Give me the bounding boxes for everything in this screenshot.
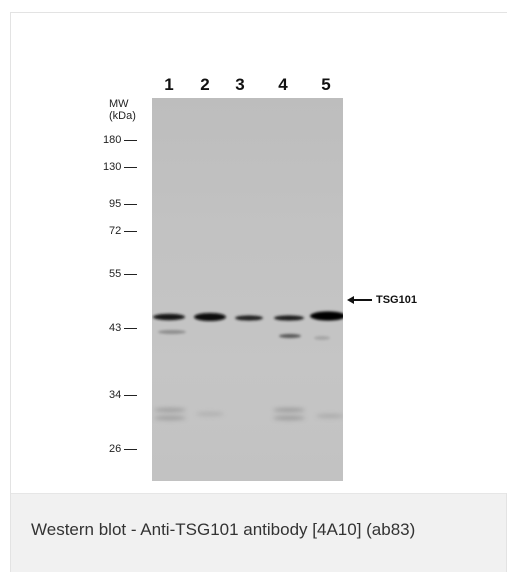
lane-label-3: 3 [235, 75, 245, 94]
mw-tick [124, 394, 138, 396]
image-frame: 1 2 3 4 5 MW (kDa) 180 130 95 72 55 43 3… [10, 12, 508, 572]
arrow-shaft [354, 299, 372, 301]
kda-label: (kDa) [109, 110, 136, 122]
mw-marker-value: 43 [109, 322, 122, 334]
mw-marker-180: 180 [103, 134, 138, 146]
mw-marker-95: 95 [109, 198, 138, 210]
mw-axis-title: MW (kDa) [109, 98, 136, 122]
mw-tick [124, 139, 138, 141]
mw-tick [124, 448, 138, 450]
mw-marker-value: 72 [109, 225, 122, 237]
western-blot-figure: 1 2 3 4 5 MW (kDa) 180 130 95 72 55 43 3… [11, 13, 508, 493]
lane-label-5: 5 [321, 75, 331, 94]
faint-band-lane-1 [158, 330, 186, 334]
mw-marker-72: 72 [109, 225, 138, 237]
mw-marker-value: 95 [109, 198, 122, 210]
band-lane-1 [153, 313, 185, 321]
band-lane-2 [194, 313, 226, 321]
mw-tick [124, 273, 138, 275]
mw-tick [124, 327, 138, 329]
mw-tick [124, 203, 138, 205]
mw-marker-value: 180 [103, 134, 122, 146]
mw-marker-value: 130 [103, 161, 122, 173]
mw-marker-value: 34 [109, 389, 122, 401]
band-lane-4 [274, 315, 304, 321]
mw-label: MW [109, 98, 129, 110]
lane-label-1: 1 [164, 75, 174, 94]
mw-marker-value: 55 [109, 268, 122, 280]
blot-bands [153, 311, 343, 420]
mw-marker-34: 34 [109, 389, 138, 401]
mw-marker-130: 130 [103, 161, 138, 173]
faint-band-lane-5 [314, 336, 330, 340]
faint-low-band-1a [154, 408, 186, 412]
mw-marker-value: 26 [109, 443, 122, 455]
mw-marker-26: 26 [109, 443, 138, 455]
faint-low-band-5 [316, 414, 343, 418]
band-lane-5 [310, 311, 343, 321]
faint-band-lane-4 [279, 334, 301, 338]
mw-marker-43: 43 [109, 322, 138, 334]
image-caption: Western blot - Anti-TSG101 antibody [4A1… [31, 520, 416, 539]
faint-low-band-4b [273, 416, 305, 420]
tsg101-band-pointer: TSG101 [347, 294, 417, 306]
left-arrow-icon [347, 296, 354, 304]
caption-bar: Western blot - Anti-TSG101 antibody [4A1… [11, 493, 506, 572]
lane-label-4: 4 [278, 75, 288, 94]
mw-tick [124, 166, 138, 168]
band-label: TSG101 [376, 294, 417, 306]
band-lane-3 [235, 315, 263, 321]
lane-label-2: 2 [200, 75, 210, 94]
mw-marker-55: 55 [109, 268, 138, 280]
mw-tick [124, 230, 138, 232]
faint-low-band-1b [154, 416, 186, 420]
blot-membrane [152, 98, 343, 481]
faint-low-band-2 [196, 412, 224, 416]
faint-low-band-4a [273, 408, 305, 412]
